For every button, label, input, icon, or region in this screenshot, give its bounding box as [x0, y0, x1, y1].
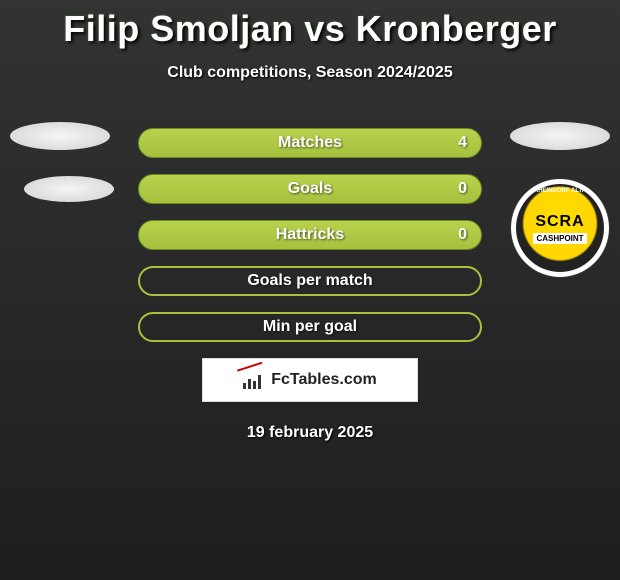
- player-left-avatar-placeholder-2: [24, 176, 114, 202]
- stat-label: Goals: [288, 180, 332, 198]
- stat-bar-matches: Matches 4: [138, 128, 482, 158]
- club-badge: RHEINDORF ALTA SCRA CASHPOINT: [510, 178, 610, 278]
- brand-text: FcTables.com: [271, 371, 377, 389]
- stat-label: Hattricks: [276, 226, 344, 244]
- stat-bar-hattricks: Hattricks 0: [138, 220, 482, 250]
- stat-bars: Matches 4 Goals 0 Hattricks 0 Goals per …: [138, 128, 482, 342]
- chart-icon: [243, 371, 265, 389]
- stat-bar-goals: Goals 0: [138, 174, 482, 204]
- stat-label: Min per goal: [263, 318, 357, 336]
- stat-label: Goals per match: [247, 272, 372, 290]
- page-title: Filip Smoljan vs Kronberger: [0, 0, 620, 50]
- stat-right-value: 4: [458, 134, 467, 152]
- stat-right-value: 0: [458, 226, 467, 244]
- brand-box[interactable]: FcTables.com: [202, 358, 418, 402]
- badge-main-text: SCRA: [535, 213, 584, 231]
- stat-right-value: 0: [458, 180, 467, 198]
- stat-bar-goals-per-match: Goals per match: [138, 266, 482, 296]
- page-subtitle: Club competitions, Season 2024/2025: [0, 64, 620, 82]
- stat-bar-min-per-goal: Min per goal: [138, 312, 482, 342]
- stat-label: Matches: [278, 134, 342, 152]
- player-left-avatar-placeholder-1: [10, 122, 110, 150]
- date-text: 19 february 2025: [0, 424, 620, 442]
- badge-sub-text: CASHPOINT: [533, 233, 586, 244]
- badge-ring-text: RHEINDORF ALTA: [534, 188, 586, 194]
- player-right-avatar-placeholder: [510, 122, 610, 150]
